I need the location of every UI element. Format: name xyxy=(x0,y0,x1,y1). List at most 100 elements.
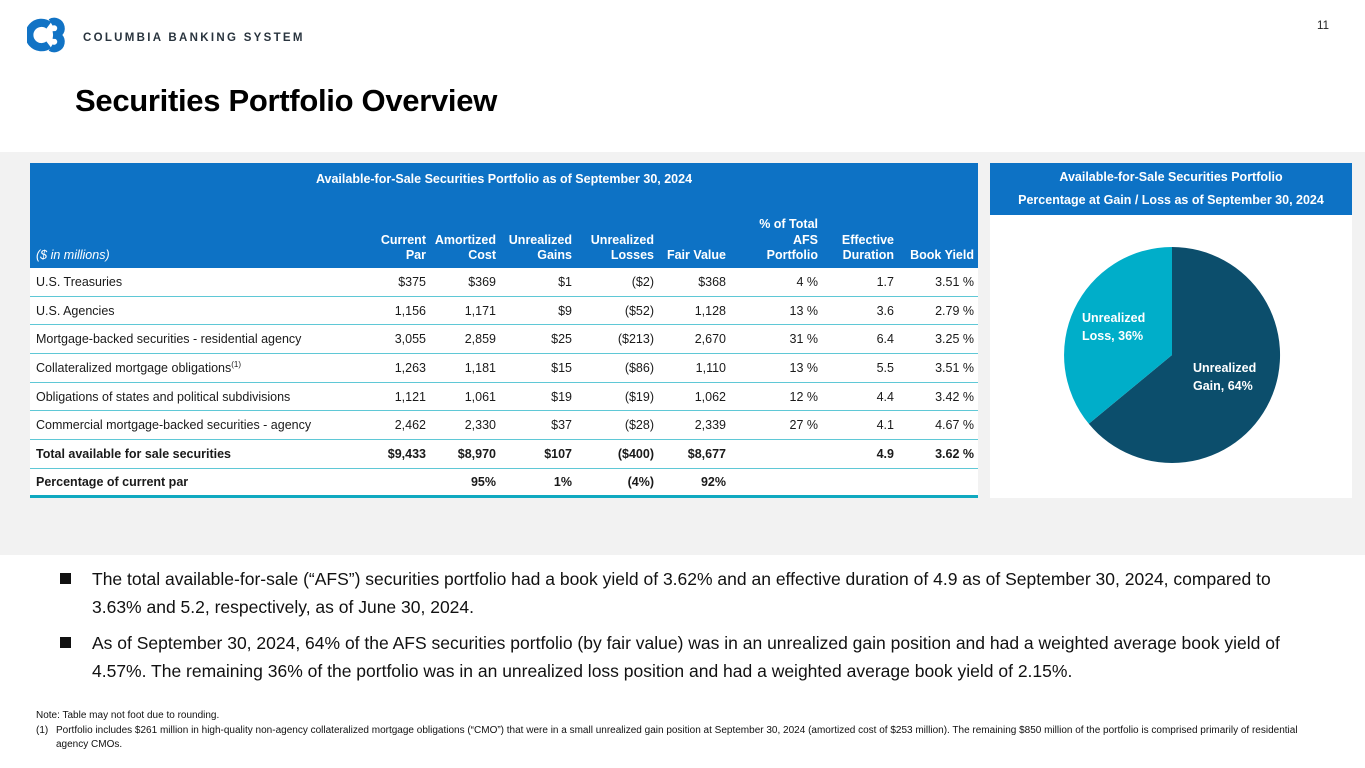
table-cell: $37 xyxy=(551,418,572,433)
table-cell: $369 xyxy=(468,274,496,289)
table-row: Collateralized mortgage obligations(1) 1,… xyxy=(30,354,978,383)
table-cell: 3.6 xyxy=(876,303,894,318)
table-cell: 3.62 % xyxy=(935,446,974,461)
table-cell: 1,061 xyxy=(464,389,496,404)
table-cell: 4.4 xyxy=(876,389,894,404)
table-cell: 95% xyxy=(470,474,496,489)
table-body: U.S. Treasuries $375 $369 $1 ($2) $368 4 % 1.7 3… xyxy=(30,268,978,498)
row-label: Percentage of current par xyxy=(36,474,189,489)
row-label: Collateralized mortgage obligations(1) xyxy=(36,360,242,376)
table-cell: 2,670 xyxy=(694,332,726,347)
table-cell: $107 xyxy=(544,446,572,461)
row-label: U.S. Agencies xyxy=(36,303,115,318)
brand-name: COLUMBIA BANKING SYSTEM xyxy=(83,31,305,44)
footnotes: Note: Table may not foot due to rounding… xyxy=(36,709,1328,753)
table-cell: $8,970 xyxy=(457,446,496,461)
table-cell: $9,433 xyxy=(387,446,426,461)
table-cell: 2,330 xyxy=(464,418,496,433)
afs-table-card: Available-for-Sale Securities Portfolio … xyxy=(30,163,978,498)
table-cell: 1,181 xyxy=(464,360,496,375)
column-header-unrealized-losses: Unrealized Losses xyxy=(590,232,654,263)
pie-label-unrealized-gain: Unrealized Gain, 64% xyxy=(1193,361,1257,393)
table-cell: 4.67 % xyxy=(935,418,974,433)
bullet-item: As of September 30, 2024, 64% of the AFS… xyxy=(60,629,1310,686)
column-header-fair-value: Fair Value xyxy=(666,248,726,263)
row-label: Commercial mortgage-backed securities - … xyxy=(36,418,312,433)
table-cell: ($28) xyxy=(624,418,654,433)
table-cell: $25 xyxy=(551,332,572,347)
table-cell: 3.42 % xyxy=(935,389,974,404)
table-cell: ($213) xyxy=(617,332,654,347)
table-row: U.S. Agencies 1,156 1,171 $9 ($52) 1,128 13 % 3… xyxy=(30,297,978,326)
table-cell: 1,156 xyxy=(394,303,426,318)
rounding-note: Note: Table may not foot due to rounding… xyxy=(36,710,220,721)
table-cell: $8,677 xyxy=(687,446,726,461)
table-cell: 2,339 xyxy=(694,418,726,433)
table-cell: 92% xyxy=(700,474,726,489)
column-header-amortized-cost: Amortized Cost xyxy=(434,232,496,263)
column-header-effective-duration: Effective Duration xyxy=(841,232,894,263)
table-row: Mortgage-backed securities - residential… xyxy=(30,325,978,355)
row-label: U.S. Treasuries xyxy=(36,274,123,289)
bullet-list: The total available-for-sale (“AFS”) sec… xyxy=(60,565,1310,692)
table-row: Total available for sale securities $9,43… xyxy=(30,440,978,469)
table-cell: 13 % xyxy=(789,303,819,318)
cb-logo-icon xyxy=(25,13,70,62)
units-label: ($ in millions) xyxy=(36,248,110,263)
table-cell: 6.4 xyxy=(876,332,894,347)
pie-title-line2: Percentage at Gain / Loss as of Septembe… xyxy=(1018,193,1324,207)
row-label: Obligations of states and political subd… xyxy=(36,389,291,404)
table-cell: 1,110 xyxy=(695,360,726,375)
table-cell: 1% xyxy=(553,474,572,489)
table-cell: $9 xyxy=(558,303,572,318)
pie-slice-unrealized-gain xyxy=(1088,246,1281,463)
pie-label-unrealized-loss: Unrealized Loss, 36% xyxy=(1082,311,1146,343)
table-cell: 5.5 xyxy=(876,360,894,375)
pie-title-line1: Available-for-Sale Securities Portfolio xyxy=(1059,170,1283,184)
table-cell: 4.1 xyxy=(876,418,894,433)
footnote-1-marker: (1) xyxy=(36,724,49,736)
table-cell: 3.51 % xyxy=(935,274,974,289)
table-cell: 13 % xyxy=(789,360,819,375)
table-cell: $1 xyxy=(558,274,572,289)
square-bullet-icon xyxy=(60,636,71,648)
table-cell: 3.51 % xyxy=(935,360,974,375)
table-row: Commercial mortgage-backed securities - … xyxy=(30,411,978,441)
table-cell: 1,263 xyxy=(394,360,426,375)
footnote-1: (1) Portfolio includes $261 million in h… xyxy=(36,724,1328,753)
page-number: 11 xyxy=(1317,20,1329,32)
table-cell: 3.25 % xyxy=(935,332,974,347)
pie-panel-header: Available-for-Sale Securities Portfolio … xyxy=(990,163,1352,215)
table-cell: ($86) xyxy=(624,360,654,375)
row-label: Mortgage-backed securities - residential… xyxy=(36,332,302,347)
table-cell: 2.79 % xyxy=(935,303,974,318)
logo: COLUMBIA BANKING SYSTEM xyxy=(25,13,305,62)
table-title: Available-for-Sale Securities Portfolio … xyxy=(315,172,693,186)
table-cell: $19 xyxy=(551,389,572,404)
row-label: Total available for sale securities xyxy=(36,446,231,461)
table-cell: 12 % xyxy=(789,389,819,404)
table-cell: $368 xyxy=(698,274,726,289)
page-title: Securities Portfolio Overview xyxy=(75,83,498,118)
table-cell: 2,859 xyxy=(464,332,496,347)
table-cell: 1,121 xyxy=(394,389,426,404)
column-header-unrealized-gains: Unrealized Gains xyxy=(508,232,572,263)
table-column-header-row: ($ in millions) Current Par Amortized Co… xyxy=(30,217,978,264)
table-row: Percentage of current par 95% 1% (4%) 92% xyxy=(30,469,978,498)
square-bullet-icon xyxy=(60,573,71,584)
pie-chart: Unrealized Loss, 36% Unrealized Gain, 64… xyxy=(990,215,1352,498)
content-band: Available-for-Sale Securities Portfolio … xyxy=(0,152,1365,555)
table-cell: (4%) xyxy=(627,474,654,489)
table-cell: ($52) xyxy=(624,303,654,318)
table-cell: 1,128 xyxy=(694,303,726,318)
table-cell: 31 % xyxy=(789,332,819,347)
table-row: Obligations of states and political subd… xyxy=(30,383,978,412)
bullet-item: The total available-for-sale (“AFS”) sec… xyxy=(60,565,1310,622)
table-cell: 1,062 xyxy=(694,389,726,404)
table-header-block: Available-for-Sale Securities Portfolio … xyxy=(30,163,978,268)
column-header-pct-of-total: % of Total AFS Portfolio xyxy=(759,217,818,263)
table-row: U.S. Treasuries $375 $369 $1 ($2) $368 4 % 1.7 3… xyxy=(30,268,978,297)
table-cell: $375 xyxy=(398,274,426,289)
column-header-book-yield: Book Yield xyxy=(910,248,974,263)
table-cell: 2,462 xyxy=(394,418,426,433)
